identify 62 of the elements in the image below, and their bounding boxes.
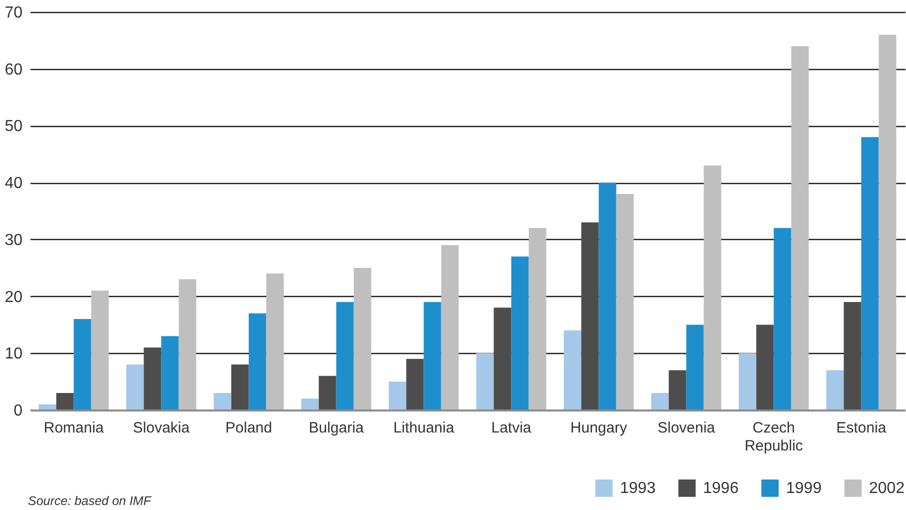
bar <box>616 194 634 410</box>
legend-label: 1993 <box>620 480 656 498</box>
y-tick-label: 60 <box>4 61 23 78</box>
legend-label: 1999 <box>786 480 822 498</box>
bar <box>91 290 109 410</box>
bar <box>424 302 442 410</box>
x-tick-label: Czech Republic <box>744 420 804 454</box>
x-tick-label: Bulgaria <box>308 420 364 436</box>
y-tick-label: 10 <box>4 346 23 363</box>
y-tick-label: 40 <box>4 175 23 192</box>
bar <box>56 392 74 410</box>
x-tick-label: Lithuania <box>393 420 455 436</box>
bar <box>301 398 319 410</box>
bar <box>668 370 686 410</box>
bar <box>704 166 722 410</box>
x-tick-label: Slovakia <box>132 420 190 436</box>
bar <box>266 274 284 410</box>
bar <box>476 353 494 410</box>
bar <box>651 392 669 410</box>
bar <box>388 382 406 410</box>
source-note: Source: based on IMF <box>28 494 152 508</box>
y-tick-label: 20 <box>4 288 23 306</box>
bar <box>791 46 809 410</box>
y-tick-label: 30 <box>4 232 23 249</box>
x-tick-label: Estonia <box>836 420 887 436</box>
bar <box>844 302 862 410</box>
y-tick-label: 50 <box>4 118 23 136</box>
x-tick-label: Hungary <box>570 420 628 436</box>
bar <box>581 222 599 410</box>
y-tick-label: 70 <box>4 4 23 22</box>
bar <box>878 34 896 410</box>
legend-label: 1996 <box>703 480 739 498</box>
legend-label: 2002 <box>869 480 905 498</box>
bar <box>161 336 179 410</box>
x-tick-label: Slovenia <box>657 420 716 436</box>
bar <box>214 392 232 410</box>
bar <box>354 268 372 410</box>
bar <box>336 302 354 410</box>
bar <box>318 376 336 410</box>
bar <box>756 324 774 410</box>
bar <box>686 324 704 410</box>
y-tick-label: 0 <box>14 402 23 420</box>
bar <box>248 313 266 410</box>
bar <box>738 353 756 410</box>
bar <box>126 364 144 410</box>
bar <box>441 245 459 410</box>
x-tick-label: Latvia <box>491 420 532 436</box>
bar <box>598 182 616 410</box>
bar <box>511 256 529 410</box>
bar <box>494 308 512 410</box>
bar <box>144 347 162 410</box>
x-tick-label: Romania <box>44 420 104 436</box>
bar <box>178 279 196 410</box>
bar <box>406 358 424 410</box>
bar <box>861 137 879 410</box>
bar <box>74 319 92 410</box>
bar <box>231 364 249 410</box>
bar <box>774 228 792 410</box>
bar <box>528 228 546 410</box>
bar <box>564 330 582 410</box>
bar <box>826 370 844 410</box>
x-tick-label: Poland <box>225 420 272 436</box>
